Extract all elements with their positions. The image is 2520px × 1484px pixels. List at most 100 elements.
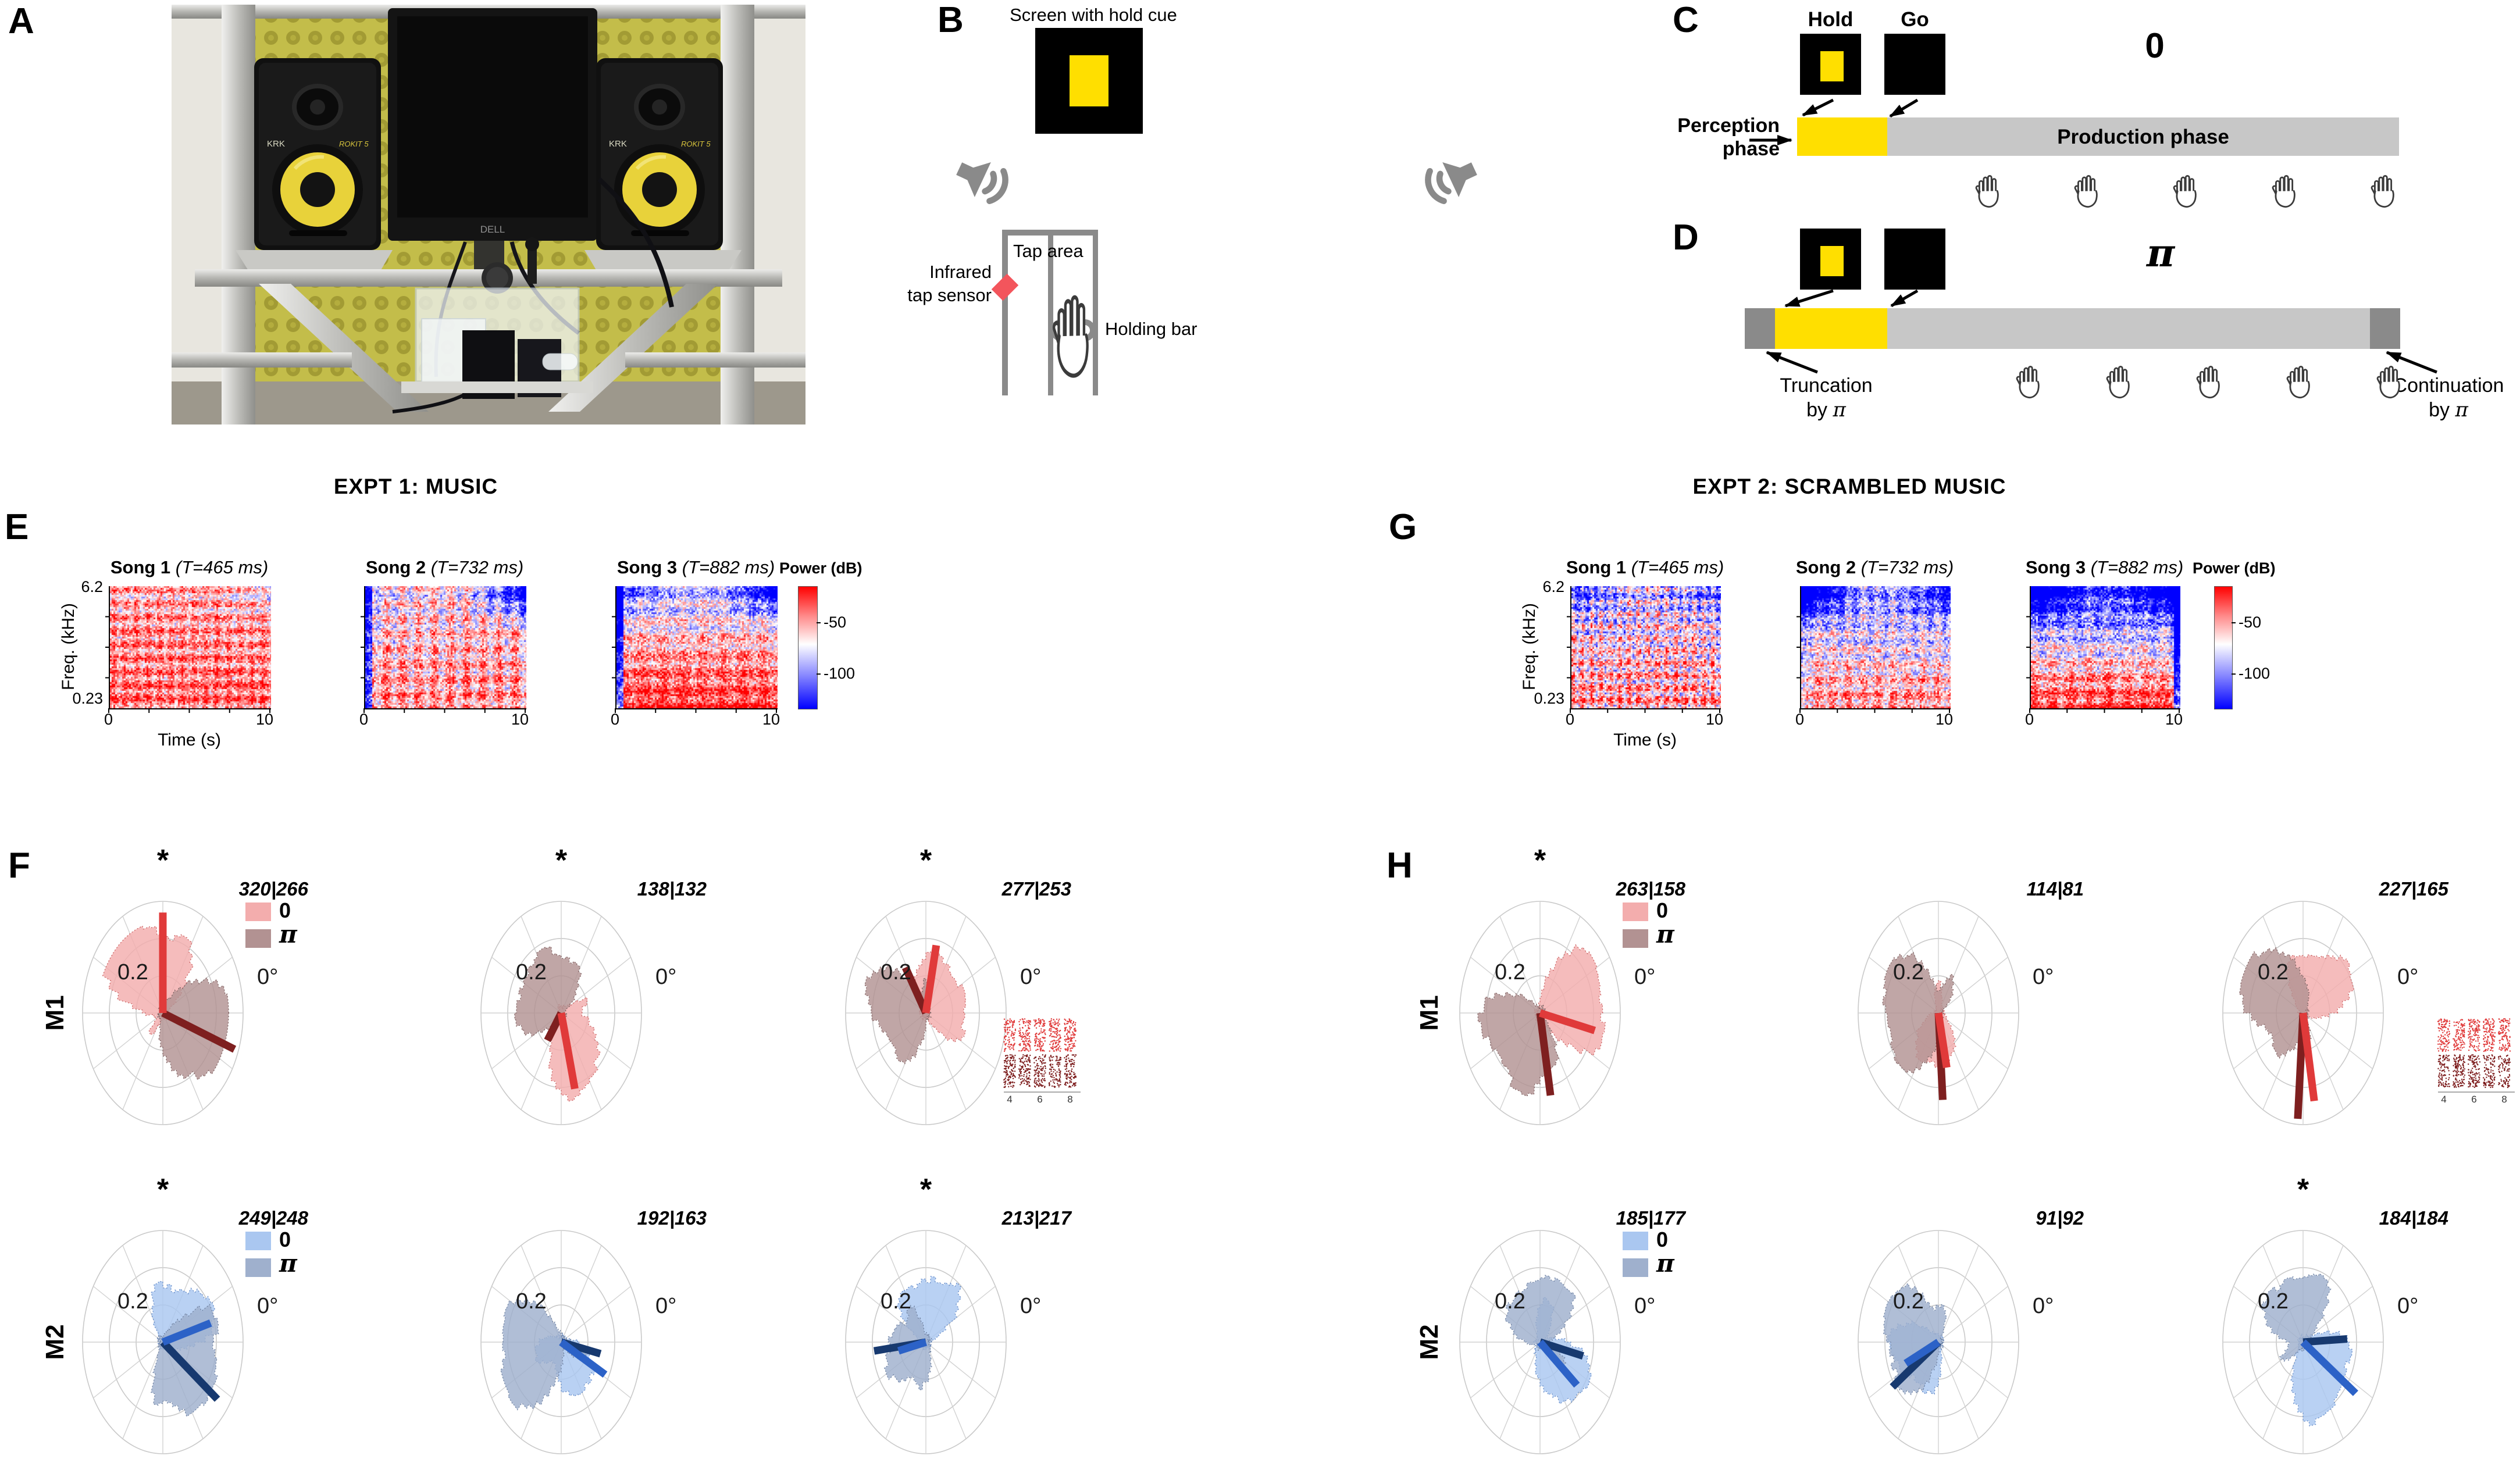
tap-box-left <box>1002 230 1008 395</box>
song-title: Song 1 (T=465 ms) <box>85 557 293 578</box>
legend-label-0: 0 <box>1656 1228 1669 1251</box>
count-label: 192|163 <box>637 1207 707 1229</box>
sig-asterisk: * <box>555 844 568 877</box>
polar-plot: 0.2 0° <box>1415 873 1665 1153</box>
legend-label-pi: π <box>1656 1249 1674 1278</box>
song-title: Song 1 (T=465 ms) <box>1541 557 1749 578</box>
hand-icon <box>2073 173 2103 208</box>
angle-zero-label: 0° <box>2397 1294 2418 1318</box>
spectrogram-canvas <box>1800 586 1951 709</box>
perception-label-line2: phase <box>1722 138 1780 160</box>
panel-label-h: H <box>1386 846 1413 886</box>
svg-text:8: 8 <box>1067 1094 1072 1105</box>
song-name: Song 2 <box>365 557 426 577</box>
count-label: 184|184 <box>2379 1207 2448 1229</box>
expt2-title: EXPT 2: SCRAMBLED MUSIC <box>1692 475 2006 498</box>
time-tick-10: 10 <box>1706 711 1724 728</box>
radial-tick-label: 0.2 <box>117 1289 148 1314</box>
sensor-label-line1: Infrared <box>929 262 992 282</box>
legend-label-pi: π <box>1656 920 1674 948</box>
time-tick-0: 0 <box>2025 711 2034 728</box>
polar-histogram: 0.2 0° <box>845 901 1041 1125</box>
radial-tick-label: 0.2 <box>1495 960 1525 984</box>
time-tick-10: 10 <box>511 711 529 728</box>
polar-plot: 0.2 0° <box>2178 873 2428 1153</box>
count-label: 320|266 <box>238 878 308 900</box>
truncation-block <box>1745 308 1775 349</box>
arrow-truncation <box>1766 351 1818 374</box>
legend-swatch-0 <box>245 1232 271 1250</box>
song-name: Song 3 <box>616 557 678 577</box>
count-label: 227|165 <box>2379 878 2448 900</box>
sig-asterisk: * <box>1534 844 1546 877</box>
freq-tick-bottom: 0.23 <box>1534 690 1564 707</box>
legend-label-pi: π <box>279 1249 297 1278</box>
count-label: 114|81 <box>2026 878 2084 900</box>
monitor: DELL <box>388 8 597 279</box>
legend-swatch-0 <box>1623 1232 1648 1250</box>
panel-label-g: G <box>1389 507 1417 547</box>
radial-tick-label: 0.2 <box>881 960 911 984</box>
angle-zero-label: 0° <box>655 1294 676 1318</box>
continuation-label-by: by <box>2429 399 2450 421</box>
song-title: Song 2 (T=732 ms) <box>1771 557 1979 578</box>
angle-zero-label: 0° <box>655 965 676 989</box>
colorbar-title: Power (dB) <box>779 559 862 577</box>
song-title: Song 2 (T=732 ms) <box>341 557 548 578</box>
continuation-label-pi: π <box>2455 398 2468 422</box>
time-tick-0: 0 <box>1566 711 1575 728</box>
spectrogram-canvas <box>2030 586 2180 709</box>
polar-histogram: 0.2 0° <box>82 901 278 1125</box>
svg-text:4: 4 <box>2441 1094 2446 1105</box>
infrared-sensor-diamond <box>991 273 1019 301</box>
time-tick-0: 0 <box>611 711 620 728</box>
svg-text:6: 6 <box>1037 1094 1042 1105</box>
time-tick-0: 0 <box>104 711 113 728</box>
hand-icon <box>2015 364 2045 399</box>
polar-histogram: 0.2 0° <box>1858 1230 2054 1454</box>
sig-asterisk: * <box>919 1173 932 1207</box>
time-tick-10: 10 <box>2165 711 2183 728</box>
speaker-model-text: ROKIT 5 <box>339 140 369 148</box>
colorbar-tick-hi: -50 <box>824 613 847 631</box>
radial-tick-label: 0.2 <box>1495 1289 1525 1314</box>
angle-zero-label: 0° <box>1020 1294 1041 1318</box>
polar-plot: 0.2 0° <box>1813 873 2063 1153</box>
hand-icon <box>2369 173 2400 208</box>
count-label: 185|177 <box>1616 1207 1685 1229</box>
polar-histogram: 0.2 0° <box>480 1230 676 1454</box>
song-tempo: (T=882 ms) <box>682 557 775 577</box>
polar-histogram: 0.2 0° <box>2222 901 2418 1125</box>
song-tempo: (T=465 ms) <box>175 557 269 577</box>
production-phase-bar <box>1887 117 2399 156</box>
song-tempo: (T=882 ms) <box>2090 557 2184 577</box>
time-tick-10: 10 <box>1936 711 1954 728</box>
svg-text:8: 8 <box>2501 1094 2507 1105</box>
setup-photo: DELL KRK ROKIT 5 KRK ROKIT 5 <box>172 5 805 424</box>
production-phase-bar-d <box>1887 308 2370 349</box>
speaker-right: KRK ROKIT 5 <box>596 58 723 250</box>
legend-label-pi: π <box>279 920 297 948</box>
tap-area-label: Tap area <box>1013 241 1083 261</box>
time-tick-10: 10 <box>762 711 780 728</box>
legend-swatch-pi <box>1623 929 1648 948</box>
perception-phase-bar <box>1797 117 1887 156</box>
speaker-icon-right <box>1410 142 1489 219</box>
legend-swatch-0 <box>245 902 271 921</box>
speaker-brand-text: KRK <box>267 139 285 149</box>
speaker-left: KRK ROKIT 5 <box>254 58 381 250</box>
panel-label-f: F <box>8 846 30 886</box>
hold-label: Hold <box>1808 8 1854 31</box>
truncation-label-line1: Truncation <box>1780 374 1873 397</box>
colorbar-title: Power (dB) <box>2193 559 2276 577</box>
hand-icon-holding <box>1052 291 1096 379</box>
hand-icon <box>1974 173 2004 208</box>
hand-icon <box>2105 364 2135 399</box>
hold-cue-square <box>1070 55 1108 106</box>
song-name: Song 2 <box>1795 557 1856 577</box>
hand-icon <box>2375 364 2405 399</box>
monitor-brand-text: DELL <box>480 224 505 235</box>
radial-tick-label: 0.2 <box>2258 1289 2289 1314</box>
polar-plot: 0.2 0° <box>1415 1203 1665 1482</box>
spectrogram-canvas <box>109 586 271 709</box>
